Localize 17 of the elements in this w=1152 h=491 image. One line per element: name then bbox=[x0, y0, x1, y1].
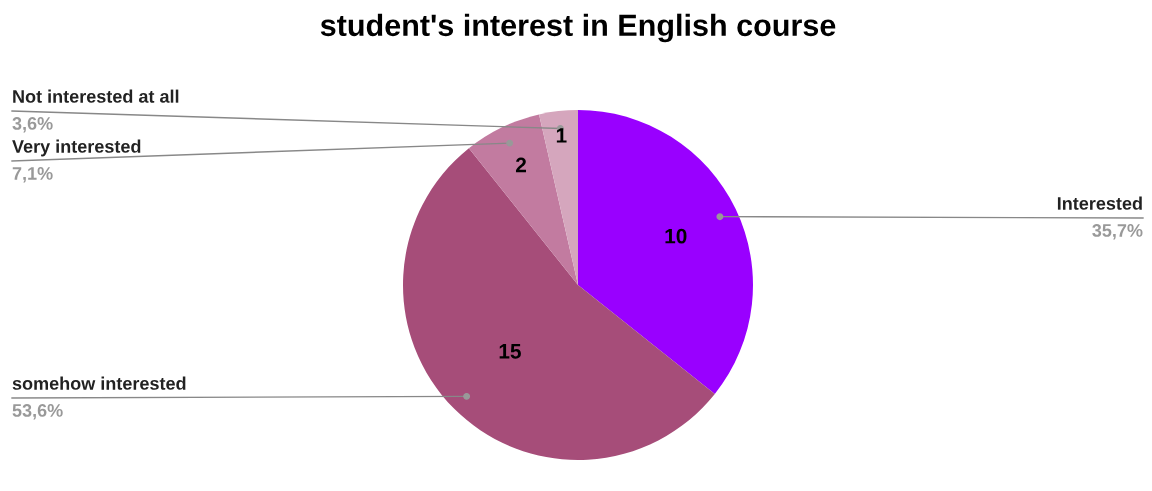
text: 7,1% bbox=[12, 167, 53, 183]
pie-slice bbox=[403, 148, 715, 460]
text: 3,6% bbox=[12, 117, 53, 133]
slice-label: Not interested at all bbox=[13, 89, 179, 103]
slice-label: Very interested bbox=[12, 139, 141, 157]
data-label: 15 bbox=[499, 344, 521, 359]
text: 35,7% bbox=[1092, 224, 1143, 240]
data-label: 2 bbox=[515, 157, 527, 173]
data-label: 10 bbox=[665, 228, 687, 244]
data-label: 1 bbox=[556, 128, 567, 143]
pie-slice bbox=[578, 110, 753, 395]
slice-label: somehow interested bbox=[12, 376, 186, 390]
slice-label: Interested bbox=[1057, 196, 1142, 210]
chart-title: student's interest in English course bbox=[320, 13, 836, 43]
pie-slice bbox=[468, 114, 578, 285]
text: 53,6% bbox=[12, 404, 63, 420]
pie-slice bbox=[539, 110, 578, 285]
